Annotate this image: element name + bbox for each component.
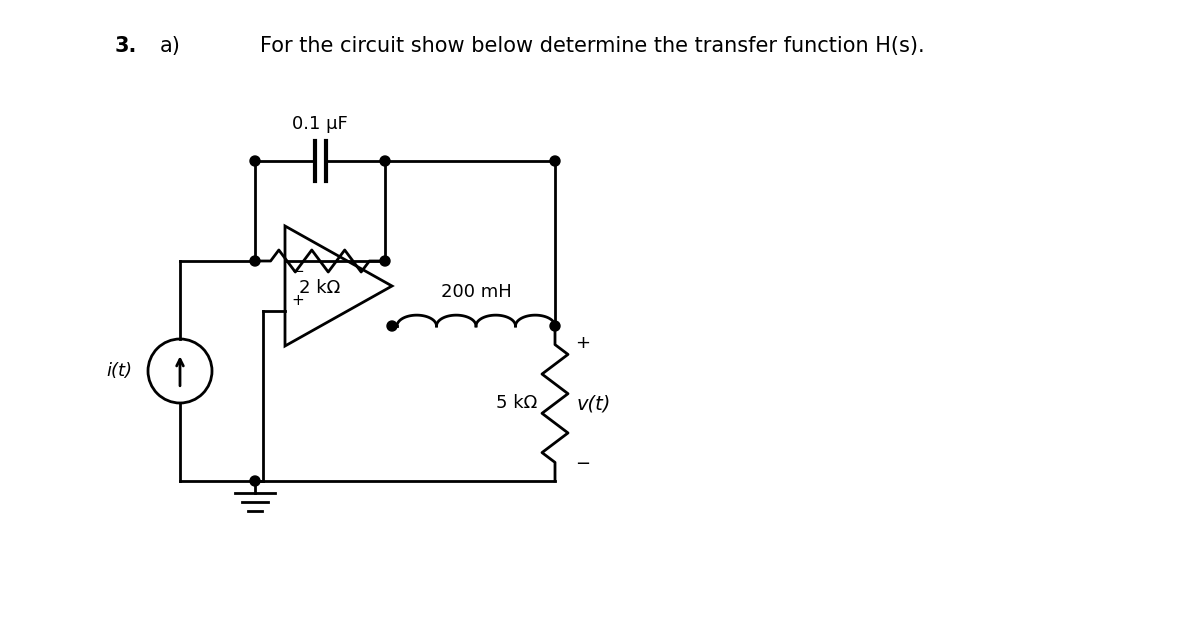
Text: i(t): i(t) — [106, 362, 132, 380]
Text: −: − — [575, 455, 590, 473]
Text: 2 kΩ: 2 kΩ — [299, 279, 341, 297]
Text: 5 kΩ: 5 kΩ — [496, 394, 538, 412]
Text: 200 mH: 200 mH — [440, 283, 511, 301]
Circle shape — [250, 256, 260, 266]
Text: a): a) — [160, 36, 181, 56]
Text: −: − — [292, 264, 304, 279]
Circle shape — [550, 156, 560, 166]
Circle shape — [380, 256, 390, 266]
Circle shape — [550, 321, 560, 331]
Circle shape — [380, 156, 390, 166]
Text: 3.: 3. — [115, 36, 137, 56]
Text: 0.1 μF: 0.1 μF — [292, 115, 348, 133]
Circle shape — [250, 476, 260, 486]
Text: +: + — [292, 293, 304, 308]
Text: v(t): v(t) — [577, 394, 611, 413]
Text: +: + — [575, 334, 590, 352]
Text: For the circuit show below determine the transfer function H(s).: For the circuit show below determine the… — [260, 36, 925, 56]
Circle shape — [386, 321, 397, 331]
Circle shape — [250, 156, 260, 166]
